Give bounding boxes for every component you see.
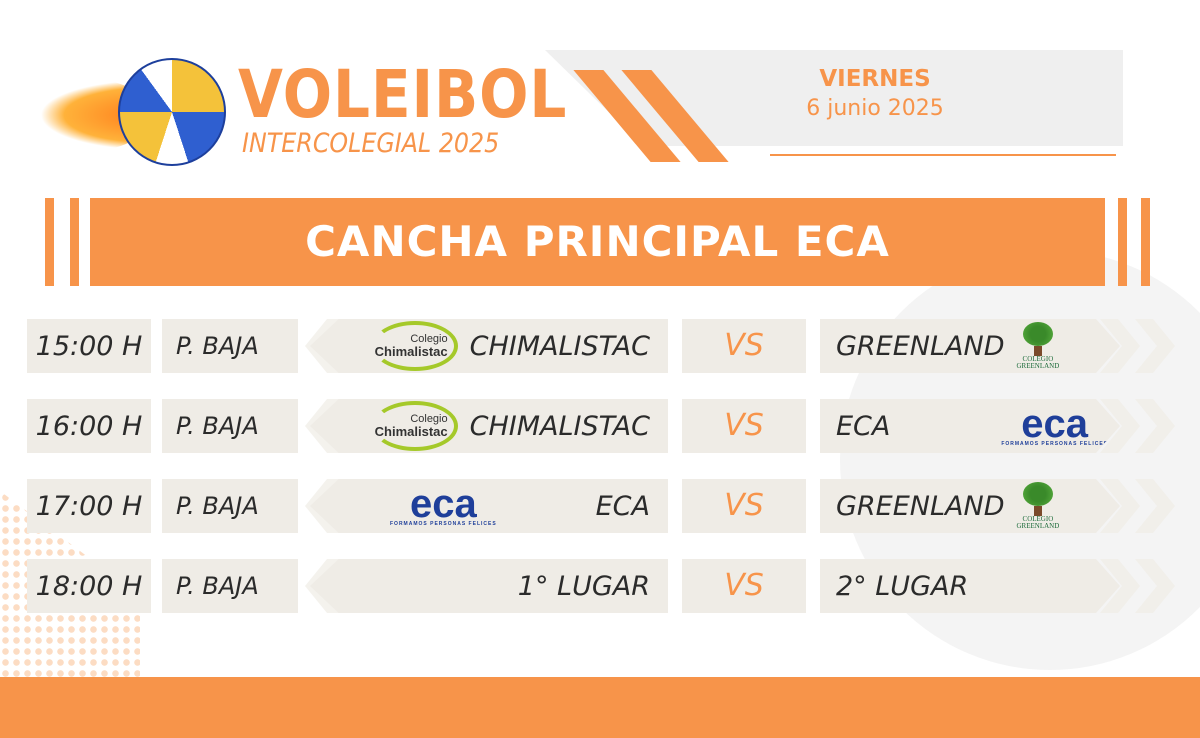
home-team: eca FORMAMOS PERSONAS FELICES ECA — [310, 479, 668, 533]
logo-text: Chimalistac — [374, 344, 448, 359]
away-team-name: GREENLAND — [836, 490, 1005, 522]
home-team-name: CHIMALISTAC — [469, 410, 650, 442]
logo-text: COLEGIO — [1022, 515, 1054, 523]
logo-text: Colegio — [410, 333, 448, 345]
day-label: VIERNES — [819, 66, 931, 92]
greenland-logo: COLEGIO GREENLAND — [1016, 482, 1060, 530]
away-team: 2° LUGAR — [820, 559, 1120, 613]
match-phase: P. BAJA — [162, 559, 298, 613]
banner-bar — [45, 198, 54, 286]
eca-logo: eca FORMAMOS PERSONAS FELICES — [390, 481, 497, 527]
away-team-name: 2° LUGAR — [836, 570, 969, 602]
footer-bar — [0, 677, 1200, 738]
match-phase: P. BAJA — [162, 319, 298, 373]
eca-logo: eca FORMAMOS PERSONAS FELICES — [1001, 401, 1108, 447]
tree-trunk — [1033, 346, 1042, 356]
tree-trunk — [1033, 506, 1042, 516]
home-team: Colegio Chimalistac CHIMALISTAC — [310, 319, 668, 373]
event-title: VOLEIBOL — [238, 56, 568, 133]
logo-text: GREENLAND — [1016, 362, 1060, 370]
logo-text: eca — [409, 481, 477, 526]
court-banner: CANCHA PRINCIPAL ECA — [90, 198, 1105, 286]
greenland-logo: COLEGIO GREENLAND — [1016, 322, 1060, 370]
match-time: 17:00 H — [27, 479, 151, 533]
date-label: 6 junio 2025 — [806, 96, 944, 121]
event-subtitle: INTERCOLEGIAL 2025 — [242, 128, 500, 159]
tree-icon — [1022, 322, 1053, 346]
logo-tagline: FORMAMOS PERSONAS FELICES — [1001, 440, 1108, 447]
away-team: GREENLAND COLEGIO GREENLAND — [820, 319, 1120, 373]
divider — [770, 154, 1116, 156]
banner-bar — [1118, 198, 1127, 286]
logo-text: eca — [1021, 401, 1089, 446]
court-title: CANCHA PRINCIPAL ECA — [305, 217, 890, 266]
banner-bar — [1141, 198, 1150, 286]
away-team: ECA eca FORMAMOS PERSONAS FELICES — [820, 399, 1120, 453]
match-phase: P. BAJA — [162, 399, 298, 453]
home-team: Colegio Chimalistac CHIMALISTAC — [310, 399, 668, 453]
chimalistac-logo: Colegio Chimalistac — [371, 321, 458, 371]
vs-label: VS — [682, 559, 806, 613]
logo-tagline: FORMAMOS PERSONAS FELICES — [390, 520, 497, 527]
away-team-name: GREENLAND — [836, 330, 1005, 362]
home-team-name: 1° LUGAR — [517, 570, 650, 602]
volleyball-icon — [118, 58, 226, 166]
match-time: 18:00 H — [27, 559, 151, 613]
match-time: 15:00 H — [27, 319, 151, 373]
tree-icon — [1022, 482, 1053, 506]
home-team-name: ECA — [595, 490, 650, 522]
logo-text: Chimalistac — [374, 424, 448, 439]
logo-text: COLEGIO — [1022, 355, 1054, 363]
away-team-name: ECA — [836, 410, 891, 442]
banner-bar — [70, 198, 79, 286]
vs-label: VS — [682, 399, 806, 453]
chimalistac-logo: Colegio Chimalistac — [371, 401, 458, 451]
away-team: GREENLAND COLEGIO GREENLAND — [820, 479, 1120, 533]
logo-text: GREENLAND — [1016, 522, 1060, 530]
match-time: 16:00 H — [27, 399, 151, 453]
vs-label: VS — [682, 479, 806, 533]
match-phase: P. BAJA — [162, 479, 298, 533]
logo-text: Colegio — [410, 413, 448, 425]
home-team: 1° LUGAR — [310, 559, 668, 613]
home-team-name: CHIMALISTAC — [469, 330, 650, 362]
vs-label: VS — [682, 319, 806, 373]
